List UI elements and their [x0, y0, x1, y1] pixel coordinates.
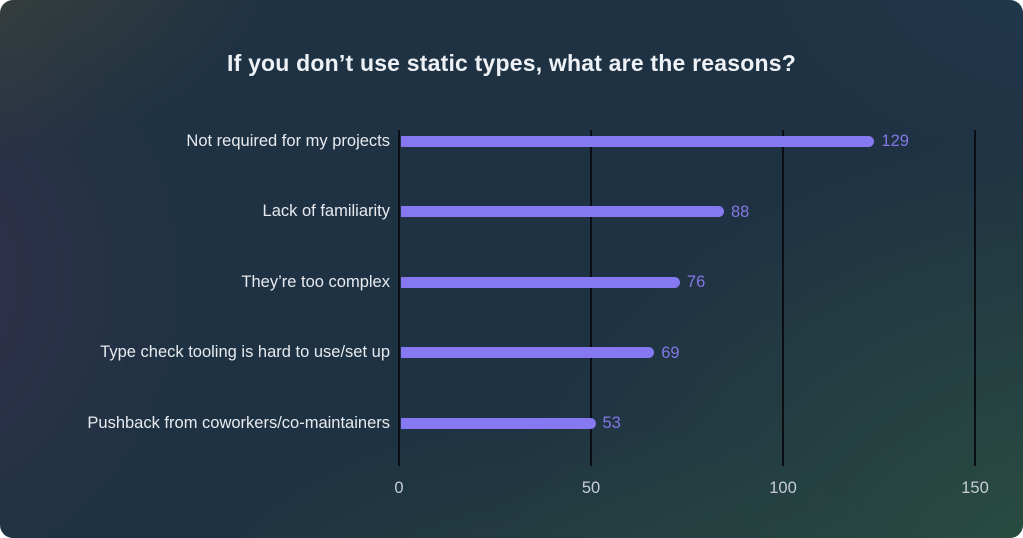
- bar-row: 69: [401, 343, 680, 362]
- bar-value-label: 88: [730, 202, 750, 221]
- bar-value-label: 76: [686, 273, 706, 291]
- category-label: Type check tooling is hard to use/set up: [100, 343, 390, 361]
- x-axis-tick-label: 0: [394, 479, 404, 497]
- category-label: Not required for my projects: [186, 131, 390, 150]
- gridline: [782, 130, 784, 466]
- chart-title: If you don’t use static types, what are …: [227, 50, 796, 76]
- category-label: Pushback from coworkers/co-maintainers: [87, 413, 390, 432]
- bar: [401, 417, 596, 429]
- category-label: Lack of familiarity: [262, 202, 390, 220]
- category-labels-layer: Not required for my projects Lack of fami…: [0, 130, 390, 466]
- bar: [401, 276, 680, 288]
- gridline: [974, 130, 976, 466]
- bar: [401, 206, 724, 217]
- gridlines-layer: [398, 130, 976, 466]
- bar-value-label: 129: [881, 132, 909, 150]
- category-label: They’re too complex: [241, 272, 390, 291]
- bar-row: 88: [401, 202, 750, 221]
- bar-row: 129: [401, 132, 909, 150]
- bar-value-label: 53: [602, 414, 621, 432]
- bar-row: 76: [401, 273, 706, 291]
- x-axis-tick-label: 100: [769, 479, 797, 497]
- bar: [401, 347, 655, 358]
- x-axis-tick-label: 150: [961, 479, 989, 497]
- bar-row: 53: [401, 414, 621, 432]
- x-axis-ticks-layer: 0 50 100 150: [394, 479, 988, 501]
- gridline: [590, 130, 592, 466]
- bar: [401, 135, 875, 147]
- bars-layer: 129 88 76 69 53: [401, 130, 1016, 466]
- bar-value-label: 69: [661, 343, 680, 362]
- x-axis-tick-label: 50: [581, 479, 601, 497]
- gridline: [398, 130, 400, 466]
